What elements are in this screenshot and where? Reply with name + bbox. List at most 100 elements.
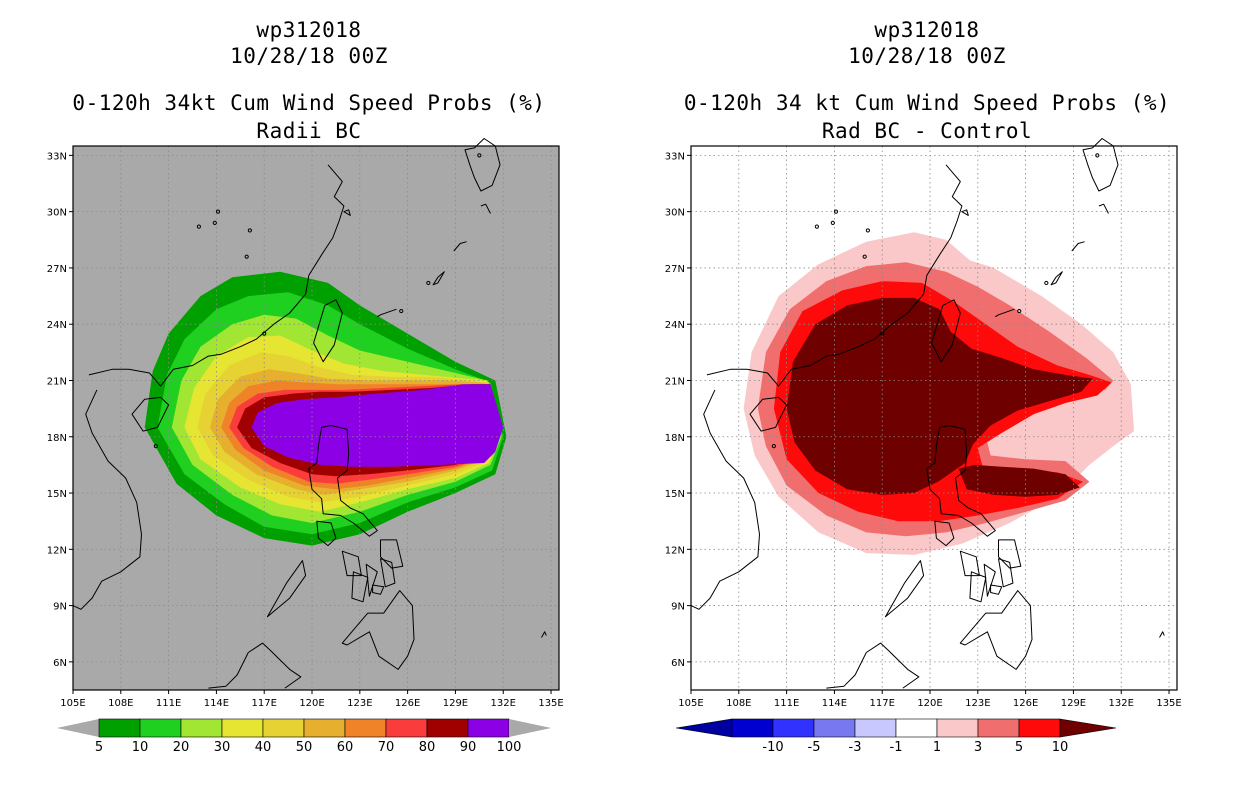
left-chart-panel: wp312018 10/28/18 00Z 0-120h 34kt Cum Wi… (47, 18, 564, 755)
coastline-mindoro (934, 520, 955, 547)
storm-id-title: wp312018 (874, 18, 980, 42)
coastlines (690, 138, 1165, 689)
colorbar-label: -3 (849, 740, 862, 755)
storm-id-title: wp312018 (256, 18, 362, 42)
coastline-kyushu (464, 138, 501, 192)
colorbar-label: -5 (808, 740, 821, 755)
y-tick-label: 33N (665, 151, 685, 162)
x-tick-label: 126E (395, 698, 420, 709)
x-tick-label: 120E (299, 698, 324, 709)
small-island (1017, 308, 1022, 314)
small-island (477, 153, 482, 158)
y-tick-label: 9N (53, 602, 67, 613)
x-tick-label: 129E (1061, 698, 1086, 709)
chart-subtitle: Rad BC - Control (821, 119, 1033, 143)
coastline-bohol (372, 584, 385, 595)
small-island (1095, 153, 1100, 158)
probability-region-10 (958, 464, 1080, 497)
y-tick-label: 6N (53, 658, 67, 669)
coastline-vietnam (72, 389, 142, 610)
coastline-palawan (266, 560, 307, 618)
y-tick-label: 21N (665, 376, 685, 387)
colorbar-box (936, 718, 979, 738)
coastline-taiwan (313, 299, 343, 363)
y-tick-label: 21N (47, 376, 67, 387)
coastline-vietnam (690, 389, 760, 610)
colorbar-label: 5 (95, 740, 103, 755)
small-island (215, 209, 221, 214)
y-tick-label: 6N (671, 658, 685, 669)
colorbar-label: 20 (173, 740, 190, 755)
colorbar-start-triangle (675, 718, 733, 738)
colorbar-end-triangle (1059, 718, 1117, 738)
colorbar-box (262, 718, 305, 738)
y-tick-label: 18N (665, 433, 685, 444)
colorbar-label: 5 (1015, 740, 1023, 755)
chart-title: 0-120h 34kt Cum Wind Speed Probs (%) (72, 91, 546, 115)
x-tick-label: 132E (1109, 698, 1134, 709)
colorbar-box (426, 718, 469, 738)
map-frame (72, 145, 560, 691)
coastline-negros (969, 571, 987, 603)
colorbar-label: 30 (214, 740, 231, 755)
coastline-bohol (990, 584, 1003, 595)
small-island (196, 224, 201, 229)
x-tick-label: 117E (252, 698, 277, 709)
x-tick-label: 123E (965, 698, 990, 709)
x-tick-label: 105E (678, 698, 703, 709)
x-tick-label: 126E (1013, 698, 1038, 709)
chart-subtitle: Radii BC (256, 119, 362, 143)
x-tick-label: 108E (726, 698, 751, 709)
colorbar-box (221, 718, 264, 738)
colorbar-label: -10 (762, 740, 783, 755)
coastline-mindanao (341, 590, 415, 670)
y-tick-label: 27N (47, 264, 67, 275)
date-title: 10/28/18 00Z (230, 44, 388, 68)
coastline-ryukyu2 (377, 308, 397, 318)
x-tick-label: 105E (60, 698, 85, 709)
small-island (771, 444, 776, 449)
coastline-panay (959, 550, 980, 577)
colorbar-label: 3 (974, 740, 982, 755)
colorbar-label: 40 (255, 740, 272, 755)
x-tick-label: 135E (538, 698, 563, 709)
coastline-cebu (983, 563, 996, 597)
coastline-samar (380, 539, 404, 569)
colorbar-box (895, 718, 938, 738)
coastline-mindanao (959, 590, 1033, 670)
coastline-okinawa (432, 271, 445, 286)
x-tick-label: 111E (156, 698, 181, 709)
grid-lines (691, 146, 1177, 690)
coastline-ryukyu3 (480, 203, 491, 214)
chart-title: 0-120h 34 kt Cum Wind Speed Probs (%) (683, 91, 1171, 115)
x-tick-label: 132E (491, 698, 516, 709)
left-map-figure: 105E 108E 111E 114E 117E 120E 123E 126E 129E 132E… (47, 138, 564, 755)
coastline-leyte (380, 558, 396, 588)
coastline-ryukyu3 (1098, 203, 1109, 214)
date-title: 10/28/18 00Z (848, 44, 1006, 68)
coastline-taiwan (931, 299, 961, 363)
small-island (865, 228, 870, 233)
small-island (399, 308, 404, 314)
coastline-hainan (749, 396, 788, 432)
x-tick-label: 114E (822, 698, 847, 709)
coastline-palau (541, 631, 547, 638)
y-tick-label: 27N (665, 264, 685, 275)
small-island (814, 224, 819, 229)
colorbar-box (303, 718, 346, 738)
coastline-okinawa (1050, 271, 1063, 286)
x-tick-label: 120E (917, 698, 942, 709)
colorbar-label: 10 (1052, 740, 1069, 755)
colorbar-start-triangle (57, 719, 99, 737)
coastline-mindoro (316, 520, 337, 547)
colorbar-label: 100 (497, 740, 522, 755)
colorbar-box (813, 718, 856, 738)
coastline-hainan (131, 396, 170, 432)
x-tick-label: 129E (443, 698, 468, 709)
small-island (426, 280, 431, 286)
y-tick-label: 18N (47, 433, 67, 444)
x-tick-label: 111E (774, 698, 799, 709)
x-tick-label: 135E (1156, 698, 1181, 709)
colorbar-box (98, 718, 141, 738)
coastline-palawan (884, 560, 925, 618)
